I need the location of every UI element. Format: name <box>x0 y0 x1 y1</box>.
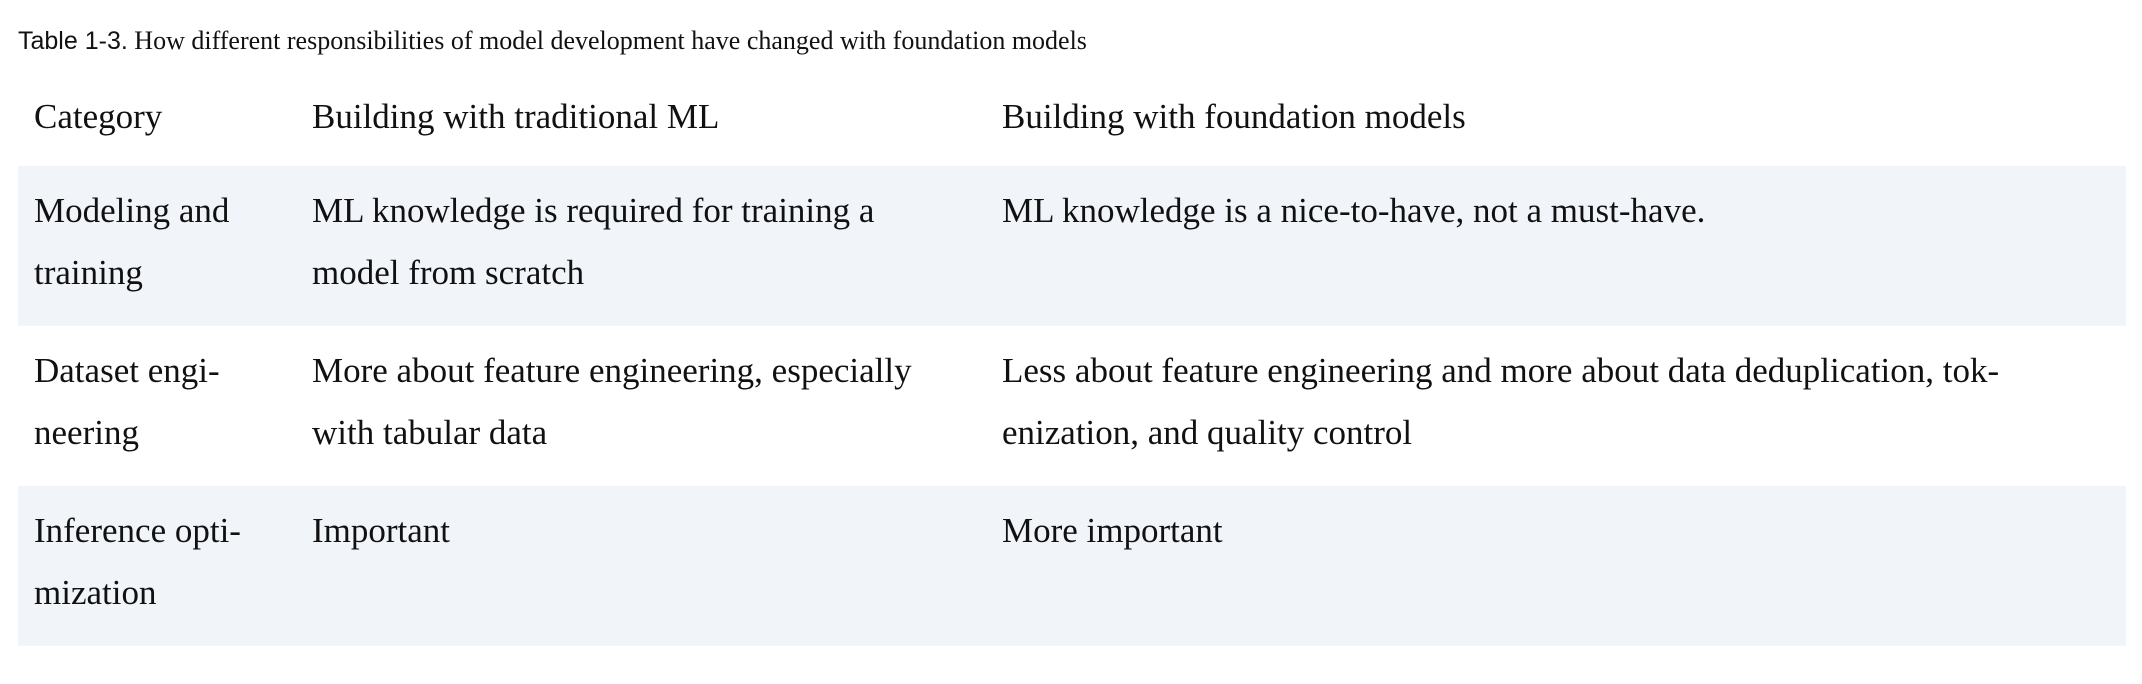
table-row: Modeling and training ML knowledge is re… <box>18 166 2126 326</box>
table-caption-text: How different responsibilities of model … <box>134 26 1087 55</box>
cell-category: Dataset engi-neering <box>34 351 220 452</box>
cell-foundation-models: ML knowledge is a nice-to-have, not a mu… <box>1002 191 1706 230</box>
header-foundation-models: Building with foundation models <box>1002 97 1466 136</box>
cell-traditional-ml: More about feature engineering, especial… <box>312 351 912 452</box>
responsibilities-table: Category Building with traditional ML Bu… <box>18 76 2126 646</box>
header-category: Category <box>34 97 163 136</box>
table-caption-label: Table 1-3. <box>18 27 128 55</box>
cell-category: Inference opti-mization <box>34 511 241 612</box>
cell-foundation-models: More important <box>1002 511 1223 550</box>
cell-traditional-ml: ML knowledge is required for training a … <box>312 191 875 292</box>
table-row: Inference opti-mization Important More i… <box>18 486 2126 646</box>
header-traditional-ml: Building with traditional ML <box>312 97 720 136</box>
header-row: Category Building with traditional ML Bu… <box>18 76 2126 166</box>
table-caption: Table 1-3. How different responsibilitie… <box>18 24 1087 58</box>
cell-foundation-models: Less about feature engineering and more … <box>1002 351 2000 452</box>
table-header: Category Building with traditional ML Bu… <box>18 76 2126 166</box>
table-row: Dataset engi-neering More about feature … <box>18 326 2126 486</box>
cell-traditional-ml: Important <box>312 511 451 550</box>
cell-category: Modeling and training <box>34 191 230 292</box>
table-body: Modeling and training ML knowledge is re… <box>18 166 2126 646</box>
